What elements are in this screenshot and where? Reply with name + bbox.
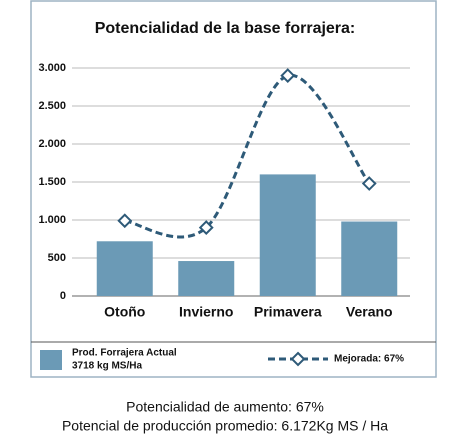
y-tick-label: 0: [60, 290, 66, 302]
x-tick-label: Verano: [346, 304, 393, 320]
legend-label: Prod. Forrajera Actual: [72, 348, 177, 359]
line: [124, 74, 371, 239]
y-tick-label: 3.000: [38, 62, 66, 74]
bar: [341, 221, 398, 296]
legend-label: Mejorada: 67%: [334, 354, 404, 365]
legend-marker: [290, 351, 306, 367]
footer-line: Potencialidad de aumento: 67%: [126, 399, 324, 415]
bar: [259, 174, 316, 296]
y-tick-label: 1.000: [38, 214, 66, 226]
x-tick-label: Primavera: [254, 304, 322, 320]
y-tick-label: 500: [48, 252, 66, 264]
x-tick-label: Invierno: [179, 304, 233, 320]
x-tick-label: Otoño: [104, 304, 145, 320]
marker: [198, 220, 214, 236]
footer-line: Potencial de producción promedio: 6.172K…: [62, 418, 388, 434]
bar: [178, 261, 235, 296]
bar: [96, 241, 153, 296]
chart-title: Potencialidad de la base forrajera:: [95, 20, 356, 37]
y-tick-label: 1.500: [38, 176, 66, 188]
frame: [30, 0, 437, 378]
y-tick-label: 2.500: [38, 100, 66, 112]
y-tick-label: 2.000: [38, 138, 66, 150]
marker: [117, 213, 133, 229]
legend-swatch: [40, 350, 62, 370]
legend-subtext: 3718 kg MS/Ha: [72, 361, 142, 372]
marker: [361, 176, 377, 191]
marker: [280, 68, 296, 84]
